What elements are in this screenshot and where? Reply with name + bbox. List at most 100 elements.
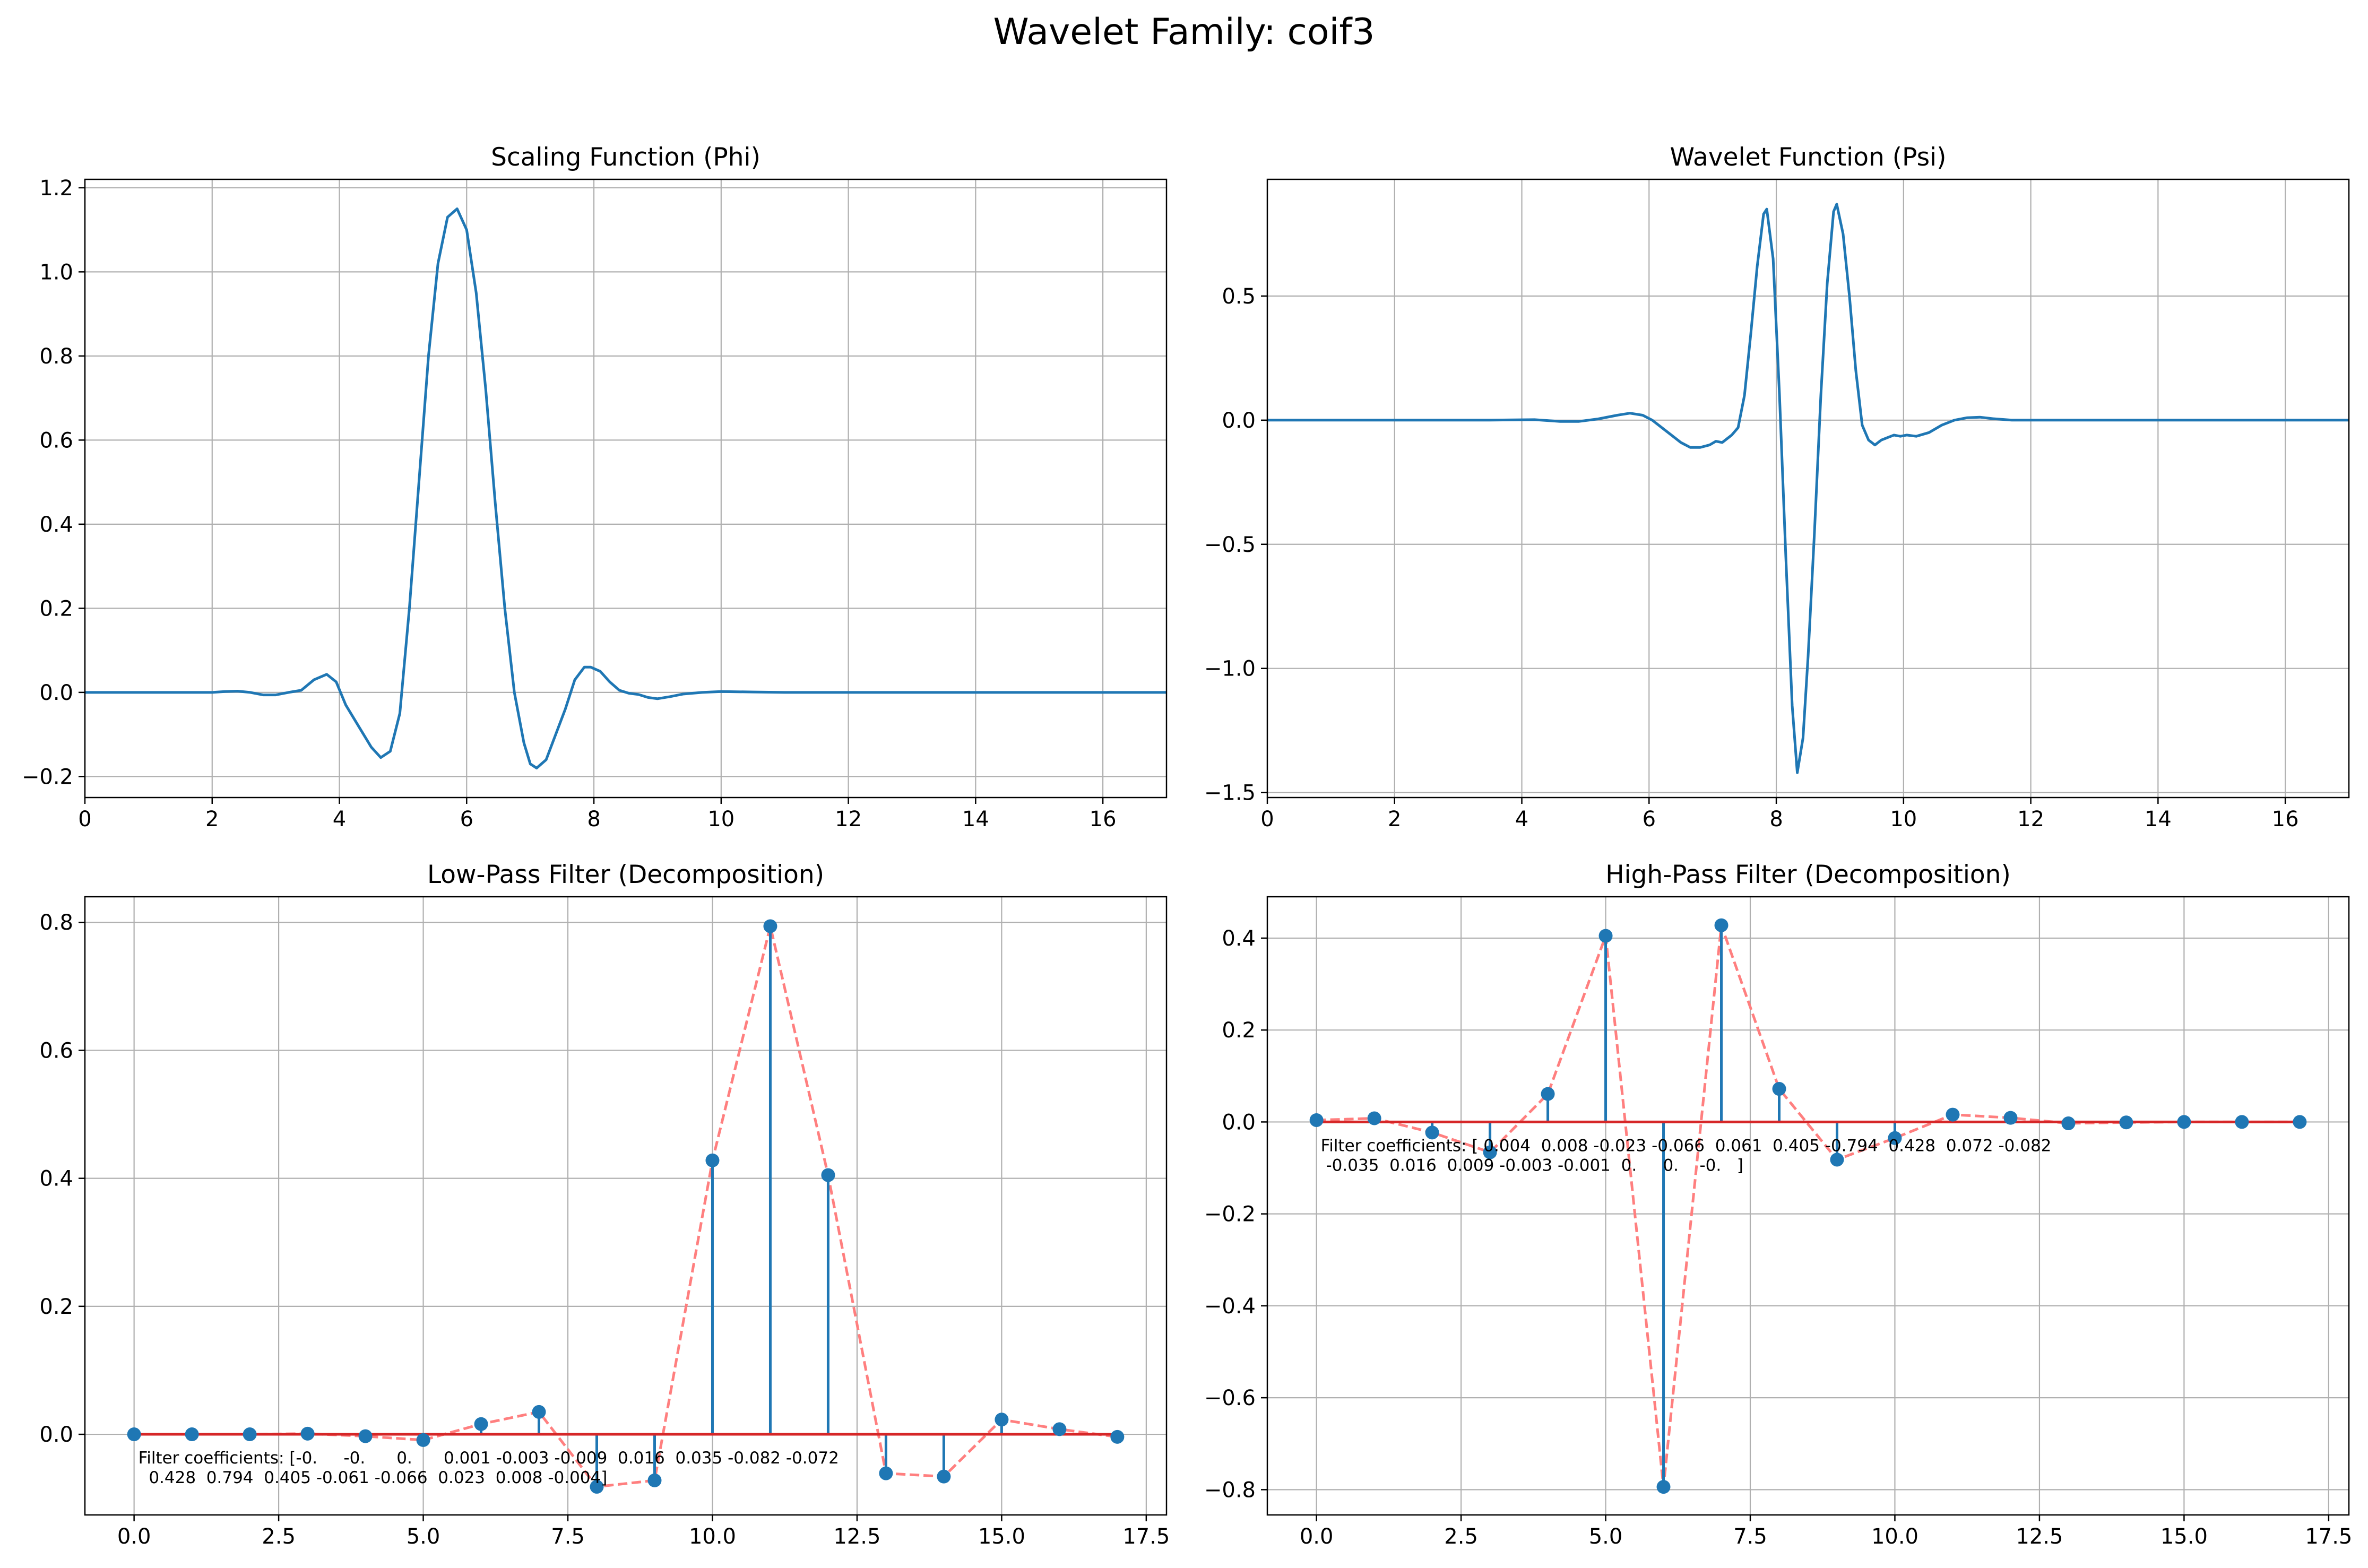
x-tick-label: 16 xyxy=(1090,807,1117,831)
plot-area xyxy=(1267,203,2349,774)
stem-marker xyxy=(127,1427,141,1442)
figure-suptitle: Wavelet Family: coif3 xyxy=(993,11,1375,53)
axes-title: Wavelet Function (Psi) xyxy=(1670,143,1947,172)
y-tick-label: 0.2 xyxy=(1222,1018,1256,1043)
x-tick-label: 15.0 xyxy=(2160,1524,2208,1549)
x-tick-label: 10 xyxy=(707,807,734,831)
y-tick-label: 0.5 xyxy=(1222,284,1256,309)
y-tick-label: −0.8 xyxy=(1204,1478,1256,1502)
x-tick-label: 15.0 xyxy=(978,1524,1025,1549)
y-tick-label: 0.6 xyxy=(39,428,73,453)
y-tick-label: −0.4 xyxy=(1204,1294,1256,1319)
stem-marker xyxy=(937,1469,951,1484)
stem-marker xyxy=(1830,1153,1844,1167)
stem-marker xyxy=(1946,1107,1960,1122)
y-tick-label: 0.6 xyxy=(39,1038,73,1063)
y-tick-label: −1.0 xyxy=(1204,657,1256,681)
coefficients-annotation: Filter coefficients: [ 0.004 0.008 -0.02… xyxy=(1321,1136,2052,1155)
stem-marker xyxy=(995,1413,1009,1427)
y-tick-label: 0.8 xyxy=(39,911,73,935)
x-tick-label: 8 xyxy=(1769,807,1783,831)
series-line xyxy=(1267,203,2349,774)
y-tick-label: 0.4 xyxy=(39,513,73,537)
stem-marker xyxy=(2235,1115,2249,1129)
stem-marker xyxy=(1309,1113,1324,1127)
stem-marker xyxy=(647,1473,662,1487)
stem-marker xyxy=(1888,1131,1902,1145)
stem-marker xyxy=(1425,1125,1439,1140)
x-tick-label: 14 xyxy=(2145,807,2172,831)
stem-marker xyxy=(474,1417,488,1431)
stem-marker xyxy=(358,1429,373,1443)
x-tick-label: 10.0 xyxy=(689,1524,736,1549)
axes-frame xyxy=(84,178,1168,799)
plot-area xyxy=(85,207,1166,769)
axes-low-pass-filter: Filter coefficients: [-0. -0. 0. 0.001 -… xyxy=(39,860,1170,1549)
stem-marker xyxy=(2293,1115,2307,1129)
axes-title: High-Pass Filter (Decomposition) xyxy=(1605,860,2011,889)
plot-area xyxy=(127,919,1125,1494)
y-tick-label: 1.2 xyxy=(39,176,73,201)
connector-line xyxy=(1316,924,2300,1487)
axes-high-pass-filter: Filter coefficients: [ 0.004 0.008 -0.02… xyxy=(1204,860,2353,1549)
y-tick-label: 1.0 xyxy=(39,260,73,284)
x-tick-label: 2.5 xyxy=(1444,1524,1478,1549)
stem-marker xyxy=(2119,1115,2133,1130)
plot-area xyxy=(1309,918,2307,1494)
y-tick-label: −0.6 xyxy=(1204,1386,1256,1410)
x-tick-label: 0.0 xyxy=(1300,1524,1334,1549)
axes-frame xyxy=(84,896,1168,1516)
x-tick-label: 12 xyxy=(835,807,862,831)
axes-scaling-function: 0 2 4 6 8 10 12 14 16 −0.2 0.0 0.2 0.4 0.6 0.8 1.0 1.2 Sc… xyxy=(22,143,1168,831)
stem-marker xyxy=(590,1479,604,1494)
stem-marker xyxy=(185,1427,199,1442)
x-tick-label: 7.5 xyxy=(1733,1524,1767,1549)
series-line xyxy=(85,207,1166,769)
y-tick-label: −0.2 xyxy=(22,765,73,789)
x-tick-label: 12.5 xyxy=(833,1524,880,1549)
axes-frame xyxy=(1266,896,2350,1516)
x-tick-label: 12 xyxy=(2017,807,2044,831)
x-tick-label: 5.0 xyxy=(407,1524,440,1549)
stem-marker xyxy=(1367,1111,1381,1125)
stem-marker xyxy=(763,919,777,933)
x-tick-label: 0.0 xyxy=(117,1524,151,1549)
y-tick-label: 0.0 xyxy=(1222,1110,1256,1134)
stem-marker xyxy=(2177,1115,2191,1129)
stem-marker xyxy=(1598,929,1613,943)
connector-line xyxy=(134,925,1118,1488)
y-tick-label: 0.2 xyxy=(39,596,73,621)
y-tick-label: 0.0 xyxy=(1222,409,1256,433)
x-tick-label: 0 xyxy=(1260,807,1274,831)
stem-marker xyxy=(532,1405,546,1419)
y-tick-label: 0.4 xyxy=(1222,926,1256,951)
x-tick-label: 16 xyxy=(2272,807,2299,831)
stem-marker xyxy=(300,1426,315,1441)
axes-wavelet-function: 0 2 4 6 8 10 12 14 16 −1.5 −1.0 −0.5 0.0 0.5 Wavelet F… xyxy=(1204,143,2350,831)
y-tick-label: 0.8 xyxy=(39,344,73,369)
x-tick-label: 14 xyxy=(962,807,989,831)
y-tick-label: 0.4 xyxy=(39,1167,73,1191)
x-tick-label: 6 xyxy=(460,807,473,831)
y-tick-label: 0.2 xyxy=(39,1295,73,1319)
stem-marker xyxy=(1714,918,1729,932)
stem-marker xyxy=(1656,1480,1671,1494)
stem-marker xyxy=(705,1153,720,1167)
stem-marker xyxy=(1052,1422,1067,1436)
x-tick-label: 7.5 xyxy=(551,1524,585,1549)
stem-marker xyxy=(1110,1430,1125,1444)
x-tick-label: 12.5 xyxy=(2016,1524,2063,1549)
x-tick-label: 4 xyxy=(1515,807,1528,831)
stem-marker xyxy=(416,1433,430,1447)
x-tick-label: 8 xyxy=(587,807,600,831)
y-tick-label: 0.0 xyxy=(39,681,73,705)
x-tick-label: 0 xyxy=(78,807,91,831)
stem-marker xyxy=(243,1427,257,1442)
axes-title: Scaling Function (Phi) xyxy=(491,143,760,172)
axes-title: Low-Pass Filter (Decomposition) xyxy=(427,860,824,889)
stem-marker xyxy=(1483,1145,1497,1159)
stem-marker xyxy=(1772,1082,1786,1096)
x-tick-label: 17.5 xyxy=(1122,1524,1170,1549)
